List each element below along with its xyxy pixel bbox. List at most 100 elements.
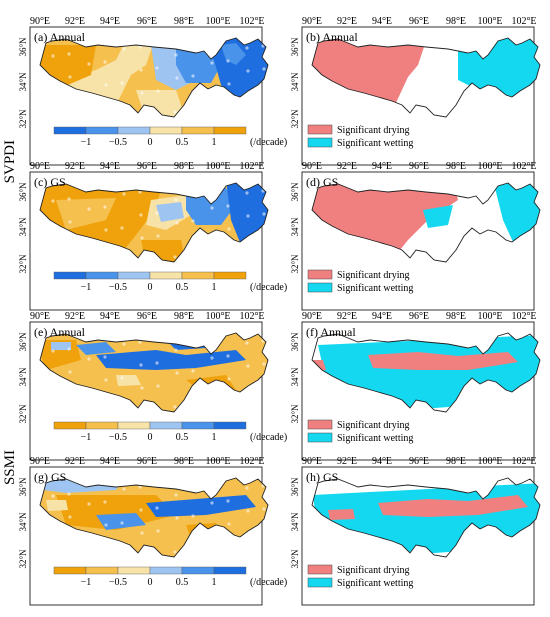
colorbar-segment (53, 421, 87, 430)
colorbar-segment (85, 271, 119, 280)
colorbar-tick-label: −1 (81, 577, 92, 588)
colorbar-segment (149, 126, 183, 135)
lon-tick-label: 96°E (409, 311, 429, 322)
lat-tick-label: 36°N (18, 332, 28, 352)
legend-label: Significant drying (337, 270, 410, 281)
lat-tick-label: 34°N (290, 217, 300, 237)
lat-tick-label: 34°N (290, 512, 300, 532)
lat-tick-label: 34°N (18, 72, 28, 92)
lon-tick-label: 94°E (100, 456, 120, 467)
lon-tick-label: 90°E (30, 16, 50, 27)
panel-label: (e) Annual (34, 325, 86, 339)
map-panel-h: 90°E 92°E 94°E 96°E 98°E 100°E 102°E 36°N 34°N 32… (290, 456, 541, 606)
lon-tick-label: 100°E (477, 161, 502, 172)
region-outline (39, 477, 269, 558)
lon-tick-label: 92°E (65, 456, 85, 467)
region-outline (311, 477, 541, 558)
lon-tick-label: 102°E (239, 16, 264, 27)
colorbar-tick-label: 1 (212, 137, 217, 148)
trend-area (221, 43, 246, 65)
trend-area (96, 513, 146, 530)
colorbar-segment (213, 126, 247, 135)
lon-tick-label: 102°E (511, 311, 536, 322)
legend-swatch (307, 564, 333, 575)
map-panel-c: 90°E 92°E 94°E 96°E 98°E 100°E 102°E 36°N 34°N 32… (18, 161, 287, 311)
lon-tick-label: 100°E (477, 456, 502, 467)
map-panel-f: 90°E 92°E 94°E 96°E 98°E 100°E 102°E 36°N 34°N 32… (290, 311, 541, 461)
colorbar-tick-label: 0.5 (176, 137, 189, 148)
lon-tick-label: 102°E (239, 456, 264, 467)
colorbar-tick-label: −0.5 (109, 432, 127, 443)
lon-tick-label: 92°E (65, 16, 85, 27)
map-panel-g: 90°E 92°E 94°E 96°E 98°E 100°E 102°E 36°N 34°N 32… (18, 456, 287, 606)
lon-tick-label: 96°E (409, 16, 429, 27)
lat-tick-label: 36°N (18, 182, 28, 202)
colorbar-segment (117, 566, 151, 575)
trend-area (51, 342, 71, 350)
trend-area (56, 495, 176, 530)
colorbar-unit: (/decade) (250, 137, 287, 148)
region-outline (311, 182, 541, 263)
colorbar-segment (117, 271, 151, 280)
lon-tick-label: 90°E (302, 456, 322, 467)
lat-tick-label: 34°N (18, 512, 28, 532)
region-outline (39, 37, 269, 118)
lon-tick-label: 98°E (174, 311, 194, 322)
colorbar-segment (213, 271, 247, 280)
panel-label: (h) GS (306, 470, 338, 484)
panel-label: (d) GS (306, 175, 338, 189)
lon-tick-label: 94°E (372, 161, 392, 172)
colorbar-segment (181, 566, 215, 575)
colorbar-segment (213, 421, 247, 430)
lon-tick-label: 98°E (446, 456, 466, 467)
lon-tick-label: 96°E (137, 311, 157, 322)
lon-tick-label: 92°E (337, 161, 357, 172)
colorbar-segment (85, 421, 119, 430)
map-panel-a: 90°E 92°E 94°E 96°E 98°E 100°E 102°E 36°N 34°N 32… (18, 16, 287, 166)
lon-tick-label: 90°E (30, 311, 50, 322)
lat-tick-label: 34°N (290, 367, 300, 387)
colorbar-tick-label: 1 (212, 282, 217, 293)
colorbar-segment (53, 271, 87, 280)
map-panel-e: 90°E 92°E 94°E 96°E 98°E 100°E 102°E 36°N 34°N 32… (18, 311, 287, 461)
legend-swatch (307, 419, 333, 430)
colorbar-segment (53, 126, 87, 135)
significance-area (378, 495, 528, 517)
lon-tick-label: 100°E (205, 456, 230, 467)
lat-tick-label: 36°N (290, 182, 300, 202)
lat-tick-label: 32°N (18, 549, 28, 569)
trend-area (156, 202, 184, 222)
legend-swatch (307, 577, 333, 588)
legend-swatch (307, 269, 333, 280)
lon-tick-label: 90°E (30, 161, 50, 172)
panel-label: (f) Annual (306, 325, 356, 339)
colorbar-segment (85, 126, 119, 135)
legend-swatch (307, 282, 333, 293)
lat-tick-label: 36°N (290, 477, 300, 497)
colorbar-tick-label: −1 (81, 137, 92, 148)
lon-tick-label: 100°E (205, 16, 230, 27)
lat-tick-label: 32°N (290, 254, 300, 274)
colorbar-tick-label: 1 (212, 432, 217, 443)
lon-tick-label: 94°E (100, 161, 120, 172)
lat-tick-label: 36°N (18, 37, 28, 57)
lon-tick-label: 94°E (372, 16, 392, 27)
map-panel-d: 90°E 92°E 94°E 96°E 98°E 100°E 102°E 36°N 34°N 32… (290, 161, 541, 311)
legend-label: Significant drying (337, 565, 410, 576)
colorbar-tick-label: −0.5 (109, 282, 127, 293)
lon-tick-label: 96°E (137, 16, 157, 27)
colorbar-tick-label: 0.5 (176, 577, 189, 588)
lat-tick-label: 34°N (18, 217, 28, 237)
lon-tick-label: 90°E (302, 161, 322, 172)
colorbar-tick-label: 0.5 (176, 432, 189, 443)
colorbar-tick-label: −0.5 (109, 577, 127, 588)
legend-label: Significant drying (337, 125, 410, 136)
lon-tick-label: 100°E (477, 16, 502, 27)
lat-tick-label: 34°N (18, 367, 28, 387)
colorbar-tick-label: 1 (212, 577, 217, 588)
panel-label: (a) Annual (34, 30, 86, 44)
lon-tick-label: 94°E (372, 456, 392, 467)
lon-tick-label: 94°E (100, 16, 120, 27)
colorbar-segment (181, 421, 215, 430)
trend-area (46, 500, 68, 511)
